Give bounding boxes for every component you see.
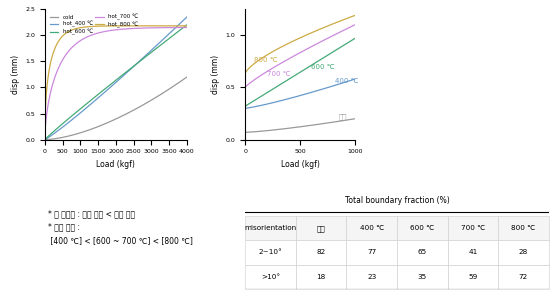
Text: 700 ℃: 700 ℃ [267,71,291,77]
Y-axis label: disp (mm): disp (mm) [11,55,20,94]
Text: Total boundary fraction (%): Total boundary fraction (%) [344,195,449,205]
X-axis label: Load (kgf): Load (kgf) [96,160,136,169]
Legend: cold, hot_400 ℃, hot_600 ℃, hot_700 ℃, hot_800 ℃: cold, hot_400 ℃, hot_600 ℃, hot_700 ℃, h… [48,12,141,37]
Text: * 총 성형량 : 상온 압축 < 열간 압축
* 성형 하중 :
 [400 ℃] < [600 ~ 700 ℃] < [800 ℃]: * 총 성형량 : 상온 압축 < 열간 압축 * 성형 하중 : [400 ℃… [48,209,193,245]
Text: 상온: 상온 [338,114,347,120]
Text: 600 ℃: 600 ℃ [311,64,335,70]
X-axis label: Load (kgf): Load (kgf) [281,160,319,169]
Text: 800 ℃: 800 ℃ [254,57,278,63]
Text: 400 ℃: 400 ℃ [335,78,359,84]
Y-axis label: disp (mm): disp (mm) [211,55,220,94]
